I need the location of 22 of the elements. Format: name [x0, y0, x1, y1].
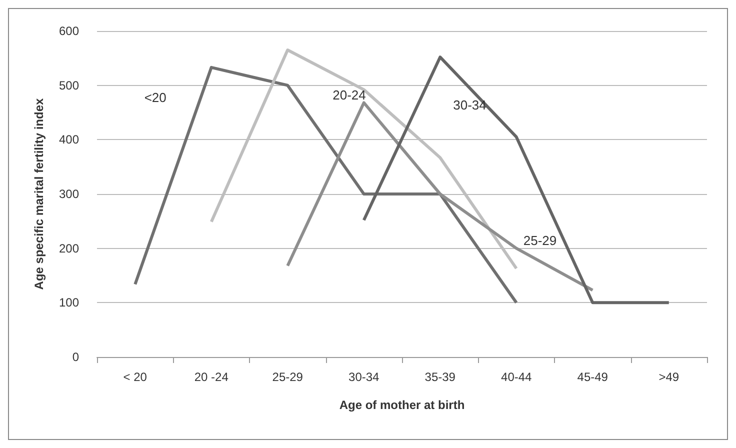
x-tick-label: 25-29 — [272, 370, 304, 384]
series-label: 25-29 — [523, 232, 557, 248]
y-tick-label: 300 — [58, 187, 80, 201]
y-tick-label: 100 — [58, 296, 80, 310]
y-axis-title: Age specific marital fertility index — [32, 98, 46, 290]
x-tick-label: >49 — [658, 370, 680, 384]
x-tick-label: 35-39 — [424, 370, 456, 384]
x-tick-label: 30-34 — [348, 370, 380, 384]
x-tick-label: 45-49 — [577, 370, 608, 384]
series-label: 20-24 — [332, 88, 366, 103]
x-tick-label: 40-44 — [501, 370, 532, 384]
text: <20 — [144, 90, 166, 105]
series-label: 30-34 — [453, 98, 486, 113]
y-tick-label: 600 — [58, 24, 80, 38]
y-tick-label: 200 — [58, 241, 80, 256]
y-tick-label: 500 — [58, 78, 80, 92]
x-tick-label: < 20 — [123, 370, 148, 384]
y-tick-label: 0 — [72, 350, 80, 364]
line-series — [286, 101, 594, 292]
x-tick-label: 20 -24 — [194, 370, 229, 384]
y-tick-label: 400 — [58, 132, 80, 147]
x-axis-title: Age of mother at birth — [339, 398, 465, 412]
